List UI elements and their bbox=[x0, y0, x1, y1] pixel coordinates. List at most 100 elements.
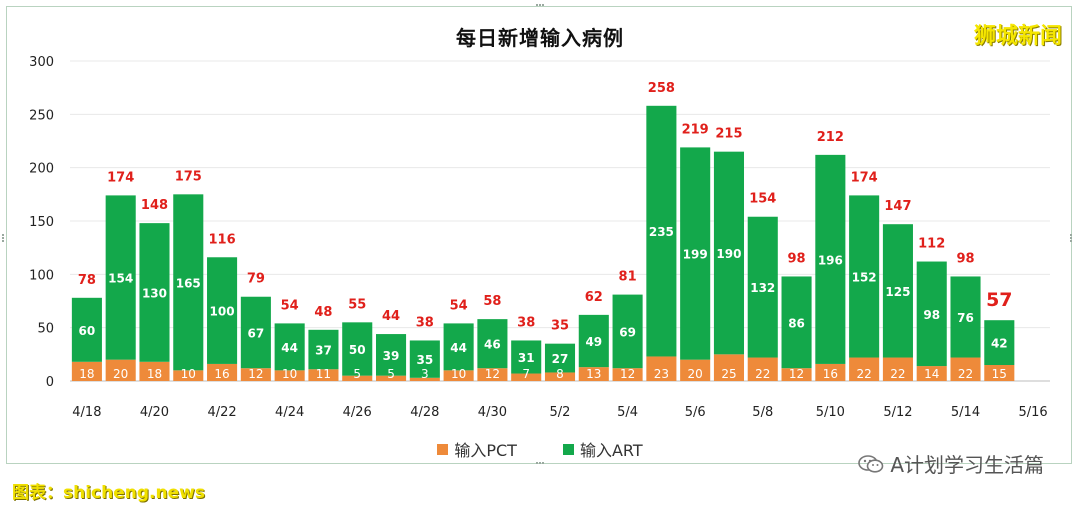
bar-pct bbox=[612, 368, 643, 381]
bar-pct bbox=[815, 363, 846, 381]
bar-art bbox=[443, 323, 474, 371]
data-label-total: 116 bbox=[208, 232, 235, 247]
data-label-total: 35 bbox=[551, 319, 569, 334]
bar-art bbox=[308, 329, 339, 370]
data-label-art: 132 bbox=[750, 281, 775, 295]
data-label-total: 44 bbox=[382, 309, 400, 324]
data-label-total: 78 bbox=[78, 273, 96, 288]
y-tick-label: 300 bbox=[29, 55, 54, 70]
x-tick-label: 4/24 bbox=[275, 405, 304, 420]
data-label-pct: 20 bbox=[113, 367, 128, 381]
data-label-pct: 3 bbox=[421, 367, 429, 381]
bar-pct bbox=[207, 363, 238, 381]
data-label-art: 27 bbox=[552, 352, 569, 366]
x-tick-label: 5/4 bbox=[617, 405, 638, 420]
data-label-pct: 14 bbox=[924, 367, 939, 381]
x-tick-label: 5/10 bbox=[816, 405, 845, 420]
x-tick-label: 4/22 bbox=[207, 405, 236, 420]
bar-art bbox=[375, 334, 407, 376]
data-label-pct: 22 bbox=[856, 367, 871, 381]
resize-handle-left[interactable] bbox=[2, 234, 7, 242]
y-tick-label: 50 bbox=[37, 322, 54, 337]
bar-pct bbox=[882, 357, 913, 381]
x-tick-label: 4/20 bbox=[140, 405, 169, 420]
bar-pct bbox=[274, 370, 305, 381]
y-tick-label: 250 bbox=[29, 108, 54, 123]
bar-art bbox=[207, 257, 238, 364]
data-label-art: 39 bbox=[383, 349, 400, 363]
data-label-art: 42 bbox=[991, 337, 1008, 351]
data-label-art: 67 bbox=[248, 326, 265, 340]
data-label-art: 35 bbox=[416, 353, 433, 367]
x-tick-label: 5/6 bbox=[685, 405, 706, 420]
data-label-pct: 12 bbox=[789, 367, 804, 381]
data-label-art: 98 bbox=[923, 308, 940, 322]
data-label-art: 190 bbox=[716, 247, 741, 261]
data-label-total: 212 bbox=[817, 130, 844, 145]
bar-art bbox=[882, 224, 913, 358]
data-label-art: 235 bbox=[649, 225, 674, 239]
data-label-art: 69 bbox=[619, 325, 636, 339]
data-label-art: 196 bbox=[818, 253, 843, 267]
data-label-pct: 12 bbox=[248, 367, 263, 381]
resize-handle-bottom[interactable] bbox=[536, 462, 544, 467]
bar-pct bbox=[916, 366, 947, 381]
data-label-total: 147 bbox=[884, 199, 911, 214]
bar-pct bbox=[781, 368, 812, 381]
data-label-total: 81 bbox=[619, 270, 637, 285]
data-label-pct: 10 bbox=[451, 367, 466, 381]
bar-pct bbox=[578, 367, 609, 381]
data-label-pct: 20 bbox=[688, 367, 703, 381]
data-label-art: 44 bbox=[450, 341, 467, 355]
wechat-account: A计划学习生活篇 bbox=[858, 449, 1044, 478]
data-label-total: 62 bbox=[585, 290, 603, 305]
data-label-pct: 22 bbox=[958, 367, 973, 381]
resize-handle-right[interactable] bbox=[1070, 234, 1075, 242]
data-label-total: 215 bbox=[715, 127, 742, 142]
data-label-total: 58 bbox=[483, 294, 501, 309]
bar-pct bbox=[680, 359, 711, 381]
data-label-art: 86 bbox=[788, 316, 805, 330]
data-label-pct: 5 bbox=[387, 367, 395, 381]
bar-pct bbox=[849, 357, 880, 381]
bar-pct bbox=[984, 365, 1015, 381]
data-label-total: 54 bbox=[281, 298, 299, 313]
data-label-total: 174 bbox=[851, 170, 878, 185]
resize-handle-top[interactable] bbox=[536, 4, 544, 9]
data-label-pct: 5 bbox=[353, 367, 361, 381]
data-label-total: 174 bbox=[107, 170, 134, 185]
bar-pct bbox=[71, 361, 102, 381]
data-label-art: 44 bbox=[281, 341, 298, 355]
bar-pct bbox=[950, 357, 981, 381]
bar-pct bbox=[747, 357, 778, 381]
data-label-pct: 11 bbox=[316, 367, 331, 381]
data-label-pct: 23 bbox=[654, 367, 669, 381]
bar-pct bbox=[342, 375, 373, 381]
chart-legend: 输入PCT 输入ART bbox=[0, 437, 1080, 461]
bar-pct bbox=[443, 370, 474, 381]
data-label-pct: 16 bbox=[823, 367, 838, 381]
data-label-art: 37 bbox=[315, 344, 332, 358]
data-label-total: 154 bbox=[749, 192, 776, 207]
bar-art bbox=[781, 276, 812, 369]
x-tick-label: 4/26 bbox=[343, 405, 372, 420]
data-label-art: 100 bbox=[210, 305, 235, 319]
data-label-pct: 18 bbox=[147, 367, 162, 381]
bar-art bbox=[815, 154, 846, 364]
x-tick-label: 4/28 bbox=[410, 405, 439, 420]
data-label-total: 98 bbox=[788, 251, 806, 266]
data-label-art: 49 bbox=[585, 335, 602, 349]
data-label-pct: 22 bbox=[890, 367, 905, 381]
data-label-pct: 10 bbox=[282, 367, 297, 381]
data-label-pct: 10 bbox=[181, 367, 196, 381]
bar-art bbox=[105, 195, 136, 360]
data-label-pct: 8 bbox=[556, 367, 564, 381]
bar-pct bbox=[511, 373, 542, 381]
bar-pct bbox=[173, 370, 204, 381]
data-label-pct: 18 bbox=[79, 367, 94, 381]
y-tick-label: 0 bbox=[46, 375, 54, 390]
bar-art bbox=[71, 297, 102, 362]
wechat-account-name: A计划学习生活篇 bbox=[890, 453, 1044, 477]
x-tick-label: 4/30 bbox=[478, 405, 507, 420]
data-label-art: 60 bbox=[79, 324, 96, 338]
